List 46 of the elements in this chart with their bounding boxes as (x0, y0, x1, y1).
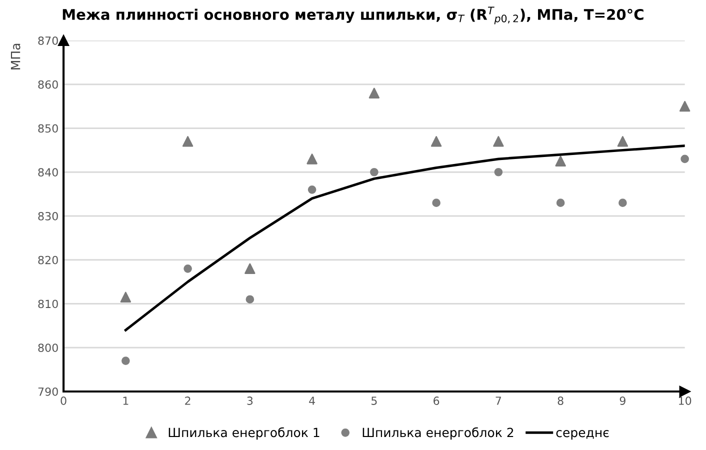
legend-label: Шпилька енергоблок 1 (168, 427, 320, 440)
x-tick-label: 2 (185, 396, 190, 405)
point (244, 263, 256, 274)
legend-label: середнє (556, 430, 609, 440)
x-tick-label: 7 (496, 396, 502, 405)
x-tick-label: 10 (678, 396, 692, 405)
y-tick-label: 840 (38, 168, 58, 177)
point (432, 198, 440, 208)
x-tick-label: 0 (60, 396, 66, 405)
point (370, 168, 378, 176)
point (556, 198, 565, 208)
x-tick-label: 8 (558, 396, 564, 405)
y-tick-label: 850 (38, 124, 58, 133)
line-series (124, 144, 685, 332)
point (679, 100, 690, 112)
x-tick-label: 1 (123, 396, 128, 405)
legend-label: Шпилька енергоблок 2 (362, 427, 514, 440)
x-tick-label: 5 (372, 396, 377, 405)
point (430, 136, 442, 147)
y-tick-label: 870 (38, 36, 58, 45)
point (120, 292, 132, 303)
point (555, 156, 566, 167)
point (493, 136, 504, 147)
y-tick-label: 830 (38, 212, 58, 220)
point (368, 88, 380, 99)
x-tick-label: 4 (309, 396, 315, 405)
point (122, 356, 130, 365)
point (680, 154, 689, 164)
y-tick-label: 820 (38, 256, 58, 264)
y-axis-title: МПа (10, 44, 20, 70)
point (618, 198, 627, 208)
x-tick-label: 6 (434, 396, 440, 405)
point (494, 168, 503, 176)
point (306, 154, 318, 164)
chart-title: Межа плинності основного металу шпильки, σ$_{T}$ (R$^{T}$$_{p0,2}$), МПа, T=20°C (62, 6, 644, 24)
x-tick-label: 3 (247, 396, 253, 405)
y-tick-label: 790 (38, 387, 58, 396)
point (246, 295, 254, 304)
point (617, 136, 628, 147)
y-tick-label: 860 (38, 80, 58, 89)
point (182, 136, 194, 147)
y-tick-label: 800 (38, 344, 58, 352)
y-tick-label: 810 (38, 300, 58, 308)
point (184, 264, 192, 273)
x-tick-label: 9 (620, 396, 626, 405)
point (308, 186, 316, 194)
